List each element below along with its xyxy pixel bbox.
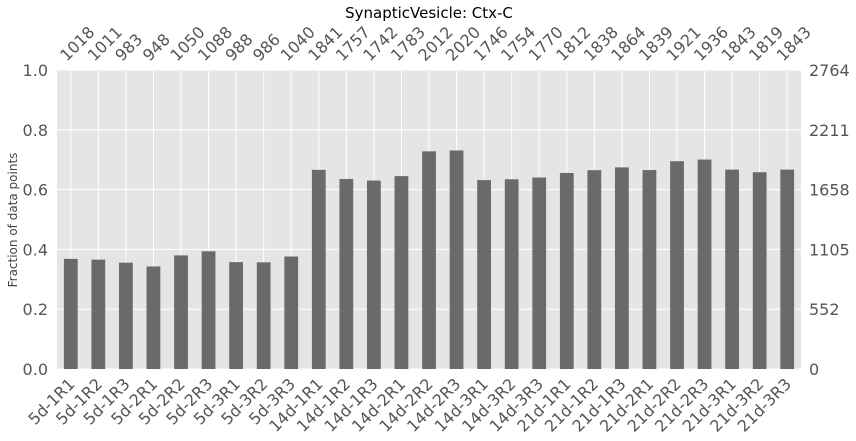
y2-tick-label: 0 (809, 360, 819, 379)
y2-tick-label: 552 (809, 300, 840, 319)
count-label: 986 (249, 30, 284, 65)
bar (119, 262, 133, 369)
chart-title: SynapticVesicle: Ctx-C (345, 4, 513, 22)
bar (642, 170, 657, 369)
bar (311, 169, 326, 369)
bar (697, 159, 712, 369)
bar (780, 169, 795, 369)
y2-tick-label: 2211 (809, 121, 850, 140)
bar (339, 178, 354, 369)
bar (229, 262, 243, 369)
bar (201, 251, 216, 369)
x-axis-ticks: 5d-1R15d-1R25d-1R35d-2R15d-2R25d-2R35d-3… (24, 374, 795, 435)
y2-tick-label: 1105 (809, 240, 850, 259)
count-label: 948 (139, 30, 174, 65)
bar (256, 262, 271, 369)
bar (63, 258, 78, 369)
y-tick-label: 1.0 (23, 61, 48, 80)
y2-tick-label: 2764 (809, 61, 850, 80)
bar (449, 150, 464, 369)
bar (615, 167, 629, 369)
bar (752, 172, 767, 369)
count-labels: 1018101198394810501088988986104018411757… (56, 23, 815, 65)
bar (422, 151, 436, 369)
bar (532, 177, 547, 369)
y2-axis-ticks: 0 552 1105 1658 2211 2764 (809, 61, 850, 379)
bar (367, 180, 381, 369)
bar (725, 169, 739, 369)
y-tick-label: 0.6 (23, 181, 48, 200)
bar (146, 266, 161, 369)
y-tick-label: 0.0 (23, 360, 48, 379)
bar (284, 256, 299, 369)
bar (477, 180, 491, 369)
bars (63, 150, 795, 369)
bar (559, 172, 574, 369)
bar (587, 170, 602, 369)
y-axis-label: Fraction of data points (6, 153, 20, 288)
y-tick-label: 0.8 (23, 121, 48, 140)
bar (504, 179, 519, 369)
bar (91, 259, 106, 369)
y2-tick-label: 1658 (809, 181, 850, 200)
y-axis-ticks: 0.0 0.2 0.4 0.6 0.8 1.0 (23, 61, 48, 379)
bar (670, 161, 684, 369)
y-tick-label: 0.2 (23, 300, 48, 319)
y-tick-label: 0.4 (23, 240, 48, 259)
bar (174, 255, 188, 369)
bar (394, 176, 409, 369)
